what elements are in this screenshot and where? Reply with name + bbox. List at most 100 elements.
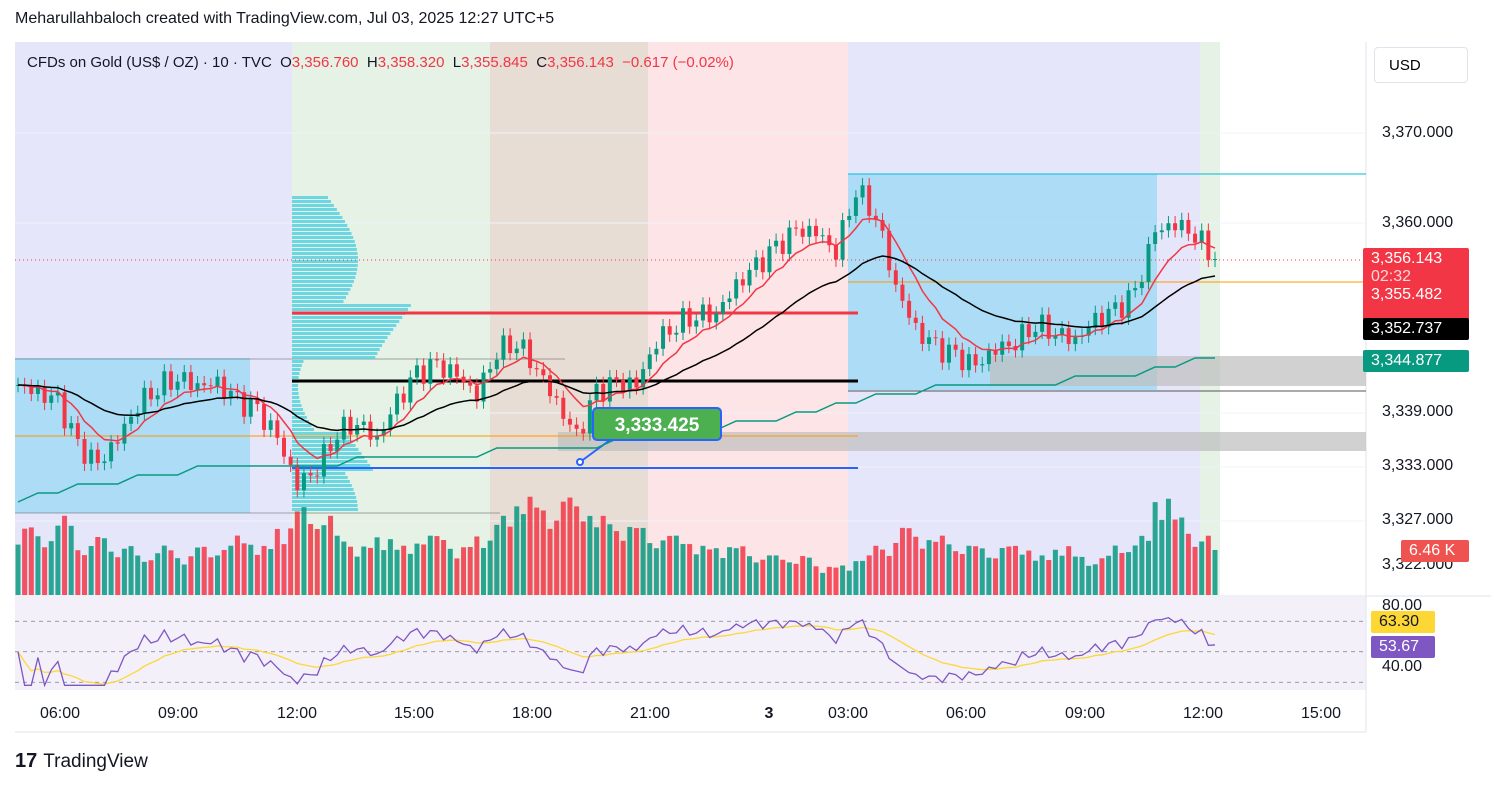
volume-bar xyxy=(168,550,174,595)
candle-body xyxy=(727,298,732,303)
candle-body xyxy=(1046,314,1051,339)
candle-body xyxy=(481,372,486,402)
volume-bar xyxy=(926,540,932,595)
volume-bar xyxy=(647,543,653,595)
time-tick: 09:00 xyxy=(157,705,199,722)
volume-bar xyxy=(1112,545,1118,595)
candle-body xyxy=(494,359,499,370)
volume-bar xyxy=(933,541,939,595)
candle-body xyxy=(767,246,772,273)
price-callout[interactable]: 3,333.425 xyxy=(592,407,722,441)
volume-bar xyxy=(387,539,393,595)
candle-body xyxy=(607,377,612,402)
volume-profile-bar xyxy=(292,200,331,203)
tradingview-logo[interactable]: 17 TradingView xyxy=(15,750,148,773)
candle-body xyxy=(341,416,346,440)
volume-profile-bar xyxy=(292,276,356,279)
volume-profile-bar xyxy=(292,256,358,259)
candle-body xyxy=(621,379,626,392)
candle-body xyxy=(986,350,991,365)
volume-profile-bar xyxy=(292,260,358,263)
volume-profile-bar xyxy=(292,212,340,215)
candle-body xyxy=(42,386,47,403)
time-tick: 15:00 xyxy=(1300,705,1342,722)
currency-button[interactable]: USD xyxy=(1374,47,1468,83)
volume-bar xyxy=(953,551,959,595)
volume-bar xyxy=(627,526,633,595)
volume-bar xyxy=(747,556,752,595)
volume-bar xyxy=(1059,555,1065,595)
candle-body xyxy=(867,185,872,216)
last-price-label: 3,356.143 02:32 3,355.482 xyxy=(1363,248,1469,320)
volume-bar xyxy=(121,548,127,595)
volume-bar xyxy=(833,567,839,595)
volume-profile-bar xyxy=(292,496,357,499)
volume-profile-bar xyxy=(292,336,388,339)
volume-bar xyxy=(1119,553,1125,595)
chart-attribution: Meharullahbaloch created with TradingVie… xyxy=(15,10,555,27)
volume-bar xyxy=(899,527,905,595)
candle-body xyxy=(940,338,945,363)
candle-body xyxy=(1133,288,1138,291)
volume-bar xyxy=(766,555,772,595)
time-tick: 12:00 xyxy=(276,705,318,722)
volume-bar xyxy=(906,528,912,595)
open-label: O xyxy=(280,54,292,71)
candle-body xyxy=(228,390,233,399)
volume-bar xyxy=(135,555,141,595)
candle-body xyxy=(381,429,386,436)
volume-bar xyxy=(175,558,181,595)
volume-bar xyxy=(713,548,719,595)
volume-bar xyxy=(786,562,792,595)
volume-profile-bar xyxy=(292,356,376,359)
candle-body xyxy=(933,337,938,339)
volume-bar xyxy=(48,541,54,595)
volume-bar xyxy=(846,570,852,595)
candle-body xyxy=(408,377,413,403)
volume-profile-bar xyxy=(292,392,299,395)
volume-bar xyxy=(427,535,433,595)
volume-bar xyxy=(614,531,619,595)
candle-body xyxy=(920,322,925,344)
volume-bar xyxy=(241,543,247,595)
candle-body xyxy=(361,421,366,426)
volume-bar xyxy=(208,557,214,595)
volume-bar xyxy=(753,562,759,595)
volume-bar xyxy=(414,543,420,595)
volume-bar xyxy=(520,514,526,595)
time-tick: 18:00 xyxy=(511,705,553,722)
volume-profile-bar xyxy=(292,196,328,199)
volume-bar xyxy=(939,535,945,595)
candle-body xyxy=(301,473,306,491)
volume-bar xyxy=(487,540,493,595)
volume-profile-bar xyxy=(292,504,358,507)
volume-profile-bar xyxy=(292,344,383,347)
volume-bar xyxy=(813,566,819,595)
volume-bar xyxy=(128,546,134,595)
volume-bar xyxy=(234,535,240,595)
candle-body xyxy=(441,360,446,378)
volume-bar xyxy=(946,544,952,595)
candle-body xyxy=(587,400,592,434)
candle-body xyxy=(421,365,426,384)
candle-body xyxy=(182,372,187,382)
volume-bar xyxy=(447,548,453,595)
change-value: −0.617 (−0.02%) xyxy=(622,54,734,71)
symbol-legend[interactable]: CFDs on Gold (US$ / OZ) · 10 · TVC O3,35… xyxy=(27,54,734,71)
volume-bar xyxy=(161,545,167,595)
volume-bar xyxy=(820,572,826,595)
volume-bar xyxy=(228,545,234,595)
candle-body xyxy=(907,300,912,318)
volume-bar xyxy=(328,515,334,595)
volume-bar xyxy=(215,555,220,595)
volume-bar xyxy=(1052,549,1058,595)
candle-body xyxy=(415,365,419,378)
candle-body xyxy=(188,372,193,390)
volume-bar xyxy=(314,529,320,595)
volume-bar xyxy=(1126,552,1132,595)
candle-body xyxy=(175,381,180,390)
candle-body xyxy=(401,393,406,403)
volume-profile-bar xyxy=(292,264,358,267)
candle-body xyxy=(627,377,632,392)
